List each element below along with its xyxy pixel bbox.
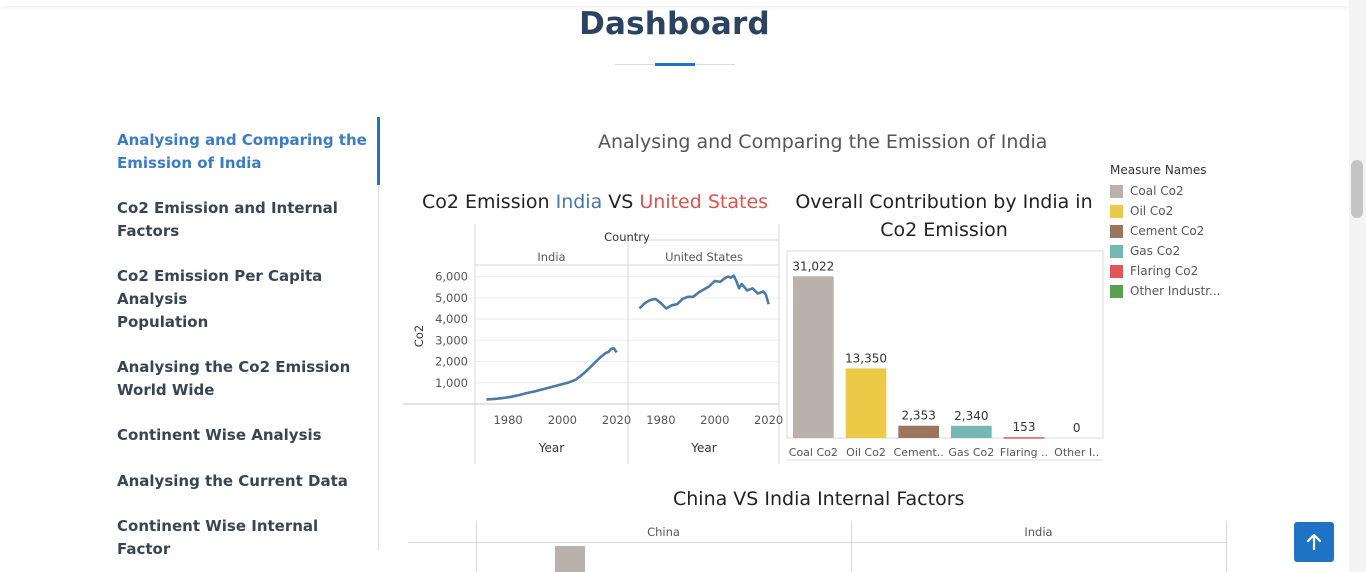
nav-item-per-capita[interactable]: Co2 Emission Per Capita Analysis	[117, 267, 323, 308]
bar-value-label: 0	[1073, 421, 1081, 435]
bar-3	[951, 425, 992, 438]
china-bar-partial	[555, 546, 585, 572]
y-tick-label: 1,000	[435, 376, 468, 390]
line-chart-title-vs: VS	[602, 191, 640, 213]
bar-chart-title-line1: Overall Contribution by India in	[795, 191, 1093, 213]
legend-item-gas[interactable]: Gas Co2	[1110, 241, 1221, 261]
x-tick-label: 2020	[602, 413, 631, 427]
y-tick-label: 4,000	[435, 312, 468, 326]
legend-label: Gas Co2	[1130, 244, 1181, 258]
bar-0	[793, 276, 834, 438]
bar-2	[898, 425, 939, 438]
x-tick-label: 2020	[754, 413, 783, 427]
bar-value-label: 153	[1013, 420, 1036, 434]
bar-value-label: 31,022	[792, 259, 834, 273]
y-tick-label: 5,000	[435, 291, 468, 305]
line-chart-title-part: Co2 Emission	[422, 191, 556, 213]
x-tick-label: 2000	[548, 413, 577, 427]
series-line-india	[486, 347, 618, 401]
page-title: Dashboard	[579, 6, 770, 42]
bar-category-label: Flaring ..	[1000, 446, 1048, 459]
bar-chart-title-line2: Co2 Emission	[880, 219, 1008, 241]
bar-category-label: Oil Co2	[846, 446, 886, 459]
panel-label: United States	[665, 250, 743, 264]
y-tick-label: 6,000	[435, 270, 468, 284]
bar-value-label: 2,353	[901, 409, 935, 423]
nav-item-internal-factors[interactable]: Co2 Emission and Internal Factors	[117, 199, 338, 240]
panel-divider-mid	[851, 521, 852, 572]
line-chart: 6,000 5,000 4,000 3,000 2,000 1,000 Country Ind…	[403, 224, 783, 464]
legend-item-flaring[interactable]: Flaring Co2	[1110, 261, 1221, 281]
legend-item-oil[interactable]: Oil Co2	[1110, 201, 1221, 221]
nav-item-analysing-india[interactable]: Analysing and Comparing the Emission of …	[117, 131, 367, 172]
line-chart-title: Co2 Emission India VS United States	[422, 191, 768, 213]
bar-value-label: 2,340	[954, 409, 988, 423]
bar-chart-frame	[786, 250, 1104, 439]
bar-category-label: Other I..	[1054, 446, 1099, 459]
legend-swatch	[1110, 224, 1123, 238]
bar-chart-legend: Measure Names Coal Co2 Oil Co2 Cement Co…	[1110, 163, 1221, 301]
china-india-title: China VS India Internal Factors	[673, 488, 965, 510]
panel-label: India	[537, 250, 565, 264]
line-chart-title-india: India	[555, 191, 603, 213]
title-accent-line	[655, 63, 695, 66]
nav-item-continent-internal[interactable]: Continent Wise Internal Factor	[117, 517, 319, 558]
x-tick-label: 1980	[493, 413, 522, 427]
legend-title: Measure Names	[1110, 163, 1207, 177]
y-tick-label: 2,000	[435, 355, 468, 369]
legend-label: Other Industr...	[1130, 284, 1221, 298]
legend-swatch	[1110, 284, 1123, 298]
y-axis-label: Co2	[412, 325, 426, 347]
panel-divider-left	[476, 521, 477, 572]
column-header: Country	[604, 230, 650, 244]
dashboard-side-nav: Analysing and Comparing the Emission of …	[117, 117, 380, 558]
series-line-united-states	[638, 274, 770, 310]
legend-label: Coal Co2	[1130, 184, 1184, 198]
x-axis-label: Year	[538, 441, 564, 455]
bar-1	[845, 368, 887, 438]
scroll-to-top-button[interactable]	[1294, 522, 1334, 562]
bar-category-label: Cement..	[894, 446, 944, 459]
bar-chart: 31,022 Coal Co2 13,350 Oil Co2 2,353 Cement..…	[786, 250, 1104, 461]
bar-category-label: Gas Co2	[948, 446, 994, 459]
legend-swatch	[1110, 244, 1123, 258]
panel-header-line	[408, 542, 1226, 543]
panel-label-china: China	[647, 525, 680, 539]
legend-label: Flaring Co2	[1130, 264, 1199, 278]
bar-value-label: 13,350	[845, 351, 887, 365]
legend-swatch	[1110, 184, 1123, 198]
legend-item-other[interactable]: Other Industr...	[1110, 281, 1221, 301]
page-scrollbar[interactable]	[1349, 0, 1366, 572]
legend-label: Cement Co2	[1130, 224, 1205, 238]
bar-category-label: Coal Co2	[789, 446, 838, 459]
nav-item-continent-wise[interactable]: Continent Wise Analysis	[117, 426, 322, 444]
legend-swatch	[1110, 204, 1123, 218]
legend-item-cement[interactable]: Cement Co2	[1110, 221, 1221, 241]
arrow-up-icon	[1306, 533, 1322, 551]
x-tick-label: 1980	[646, 413, 675, 427]
y-tick-label: 3,000	[435, 333, 468, 347]
legend-label: Oil Co2	[1130, 204, 1174, 218]
page-scrollbar-thumb[interactable]	[1351, 160, 1363, 218]
line-chart-title-us: United States	[639, 191, 769, 213]
nav-item-population[interactable]: Population	[117, 313, 209, 331]
bar-chart-title: Overall Contribution by India in Co2 Emi…	[786, 188, 1102, 244]
legend-swatch	[1110, 264, 1123, 278]
bar-4	[1003, 437, 1045, 439]
nav-active-indicator	[377, 117, 380, 185]
section-title: Analysing and Comparing the Emission of …	[598, 131, 1048, 153]
panel-label-india: India	[1024, 525, 1053, 539]
nav-item-current-data[interactable]: Analysing the Current Data	[117, 472, 348, 490]
legend-item-coal[interactable]: Coal Co2	[1110, 181, 1221, 201]
nav-item-world-wide[interactable]: Analysing the Co2 Emission World Wide	[117, 358, 351, 399]
x-tick-label: 2000	[700, 413, 729, 427]
x-axis-label: Year	[690, 441, 716, 455]
panel-divider-right	[1226, 521, 1227, 572]
